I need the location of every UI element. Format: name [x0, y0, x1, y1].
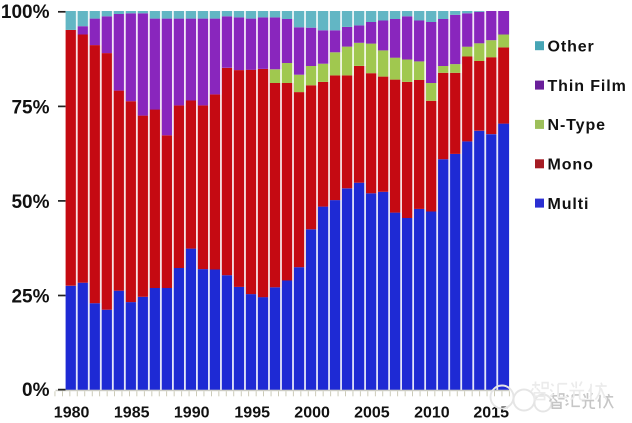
- svg-text:Mono: Mono: [548, 157, 594, 174]
- svg-text:1985: 1985: [114, 404, 150, 421]
- svg-text:1980: 1980: [54, 404, 90, 421]
- svg-text:0%: 0%: [22, 380, 50, 401]
- svg-text:75%: 75%: [11, 97, 49, 118]
- svg-text:25%: 25%: [11, 286, 49, 307]
- svg-text:Other: Other: [548, 39, 595, 56]
- svg-text:N-Type: N-Type: [548, 117, 606, 134]
- svg-text:2000: 2000: [294, 404, 330, 421]
- svg-text:2005: 2005: [354, 404, 390, 421]
- svg-text:2010: 2010: [414, 404, 450, 421]
- svg-text:Multi: Multi: [548, 196, 590, 213]
- svg-text:100%: 100%: [1, 2, 50, 23]
- svg-text:2015: 2015: [473, 404, 509, 421]
- svg-text:1990: 1990: [174, 404, 210, 421]
- svg-text:50%: 50%: [11, 192, 49, 213]
- svg-text:1995: 1995: [234, 404, 270, 421]
- svg-text:Thin Film: Thin Film: [548, 78, 627, 95]
